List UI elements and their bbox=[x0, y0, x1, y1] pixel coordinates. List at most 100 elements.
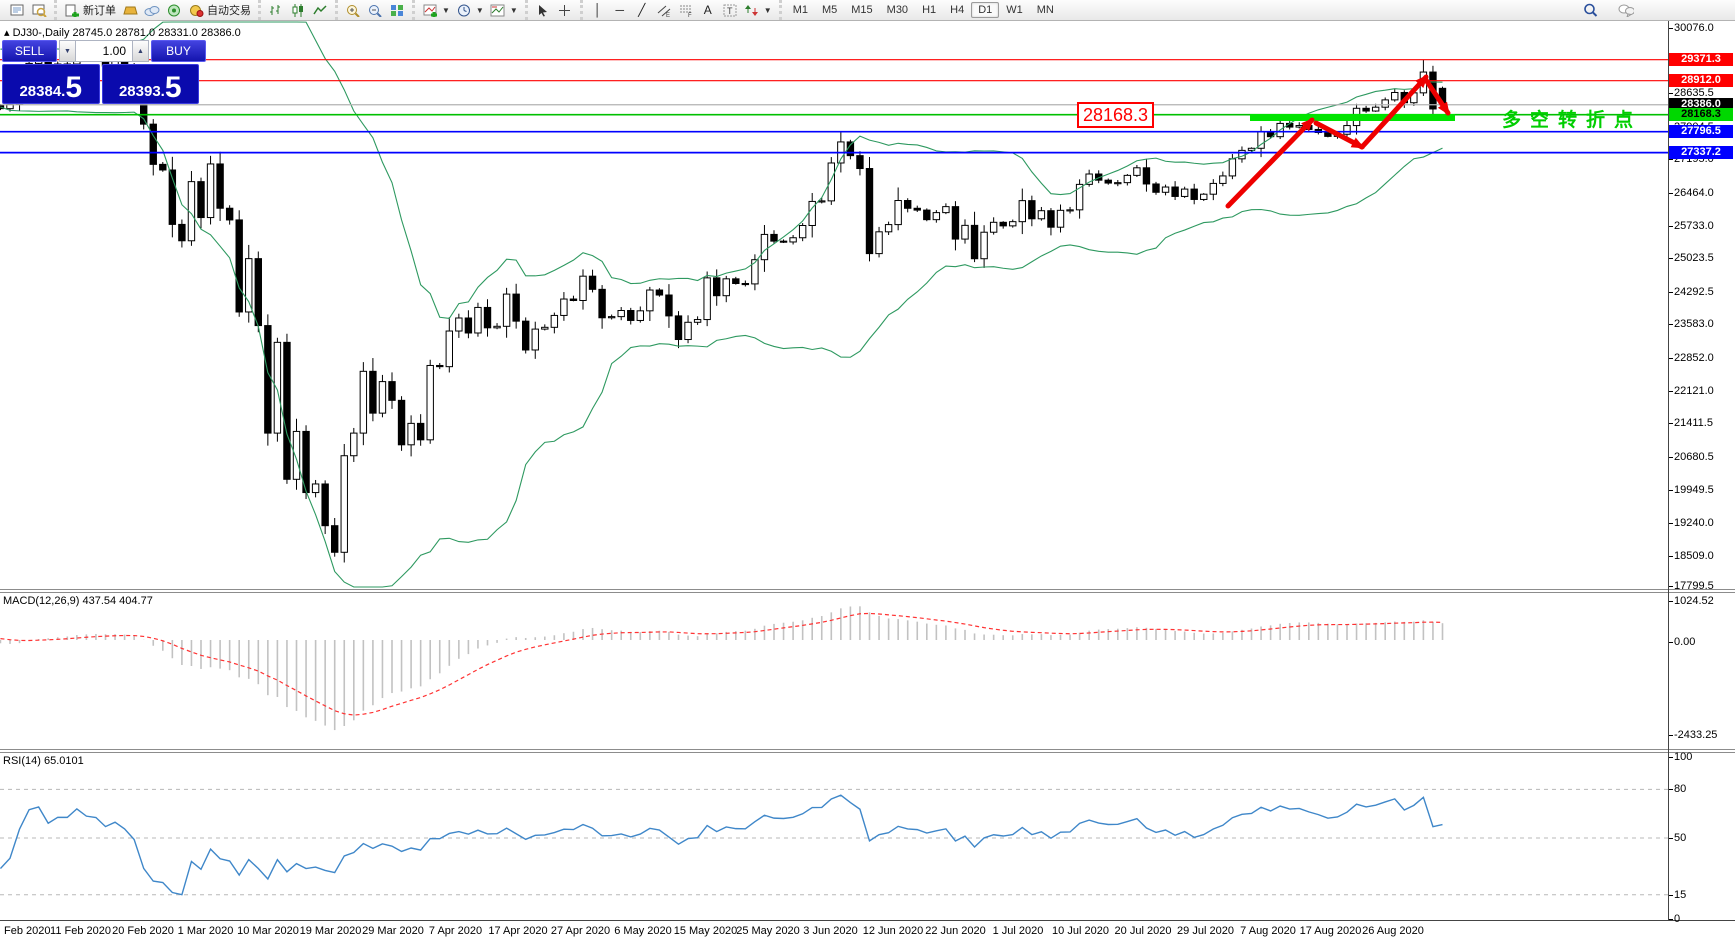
community-button[interactable] bbox=[141, 1, 163, 19]
periods-button[interactable]: ▼ bbox=[453, 1, 487, 19]
date-axis-label: 26 Aug 2020 bbox=[1362, 925, 1424, 937]
new-order-icon bbox=[64, 3, 80, 17]
signal-icon bbox=[166, 3, 182, 17]
templates-icon bbox=[490, 3, 506, 17]
price-axis-tick: 19240.0 bbox=[1669, 516, 1714, 529]
price-callout-label[interactable]: 28168.3 bbox=[1077, 102, 1154, 128]
buy-button[interactable]: BUY bbox=[151, 40, 206, 62]
new-order-label: 新订单 bbox=[83, 5, 116, 17]
one-click-trading-panel: SELL ▼ ▲ BUY 28384.5 28393.5 bbox=[2, 40, 206, 104]
trendline-icon: ╱ bbox=[638, 3, 646, 17]
timeframe-button-H1[interactable]: H1 bbox=[922, 4, 937, 16]
date-axis-label: 15 May 2020 bbox=[673, 925, 738, 937]
price-axis-tick: 25733.0 bbox=[1669, 219, 1714, 232]
candlestick-chart-button[interactable] bbox=[287, 1, 309, 19]
rsi-label: RSI(14) 65.0101 bbox=[3, 755, 84, 767]
chart-symbol-period: DJ30-,Daily bbox=[12, 27, 70, 39]
pane-separator[interactable] bbox=[0, 749, 1735, 750]
trend-zigzag-annotation[interactable] bbox=[1225, 74, 1451, 209]
trendline-button[interactable]: ╱ bbox=[631, 1, 653, 19]
volume-decrease-button[interactable]: ▼ bbox=[59, 40, 76, 62]
bar-chart-button[interactable] bbox=[265, 1, 287, 19]
price-axis-border bbox=[1668, 20, 1669, 921]
support-highlight-band[interactable] bbox=[1250, 114, 1455, 121]
price-badge-28386.0: 28386.0 bbox=[1669, 98, 1733, 112]
zoom-in-icon bbox=[345, 3, 361, 17]
volume-input[interactable] bbox=[76, 40, 132, 62]
buy-price-frac: 5 bbox=[164, 70, 182, 104]
date-axis-label: 27 Apr 2020 bbox=[550, 925, 611, 937]
text-button[interactable]: A bbox=[697, 1, 719, 19]
equidistant-channel-button[interactable]: E bbox=[653, 1, 675, 19]
collapse-triangle-icon[interactable]: ▴ bbox=[4, 27, 10, 39]
arrows-button[interactable]: ▼ bbox=[741, 1, 775, 19]
new-chart-button[interactable] bbox=[6, 1, 28, 19]
timeframe-button-MN[interactable]: MN bbox=[1036, 4, 1054, 16]
timeframe-button-M5[interactable]: M5 bbox=[821, 4, 838, 16]
pane-separator bbox=[0, 592, 1735, 593]
timeframe-button-M1[interactable]: M1 bbox=[792, 4, 808, 16]
timeframe-button-M30[interactable]: M30 bbox=[886, 4, 909, 16]
templates-button[interactable]: ▼ bbox=[487, 1, 521, 19]
macd-axis-tick: -2433.25 bbox=[1668, 729, 1718, 741]
text-label-button[interactable]: T bbox=[719, 1, 741, 19]
date-axis-label: 29 Mar 2020 bbox=[362, 925, 424, 937]
chat-button[interactable] bbox=[1615, 1, 1637, 19]
periods-dropdown-arrow: ▼ bbox=[475, 5, 484, 15]
horizontal-line-button[interactable]: ─ bbox=[609, 1, 631, 19]
signals-button[interactable] bbox=[163, 1, 185, 19]
bar-chart-icon bbox=[268, 3, 284, 17]
svg-text:E: E bbox=[666, 13, 670, 17]
rsi-axis-tick: 50 bbox=[1668, 832, 1687, 844]
tile-windows-button[interactable] bbox=[386, 1, 408, 19]
volume-increase-button[interactable]: ▲ bbox=[132, 40, 149, 62]
price-axis-tick: 24292.5 bbox=[1669, 285, 1714, 298]
deposit-button[interactable] bbox=[119, 1, 141, 19]
timeframe-button-W1[interactable]: W1 bbox=[1006, 4, 1023, 16]
timeframe-button-H4[interactable]: H4 bbox=[950, 4, 965, 16]
line-chart-button[interactable] bbox=[309, 1, 331, 19]
profiles-button[interactable] bbox=[28, 1, 50, 19]
indicators-button[interactable]: ▼ bbox=[419, 1, 453, 19]
chat-icon bbox=[1618, 3, 1634, 17]
equidistant-channel-icon: E bbox=[656, 3, 672, 17]
chart-surface[interactable] bbox=[0, 20, 1668, 920]
pane-separator[interactable] bbox=[0, 589, 1735, 590]
price-axis-tick: 19949.5 bbox=[1669, 484, 1714, 497]
zoom-in-button[interactable] bbox=[342, 1, 364, 19]
date-axis-label: 20 Feb 2020 bbox=[112, 925, 174, 937]
auto-trading-button[interactable]: 自动交易 bbox=[185, 1, 254, 19]
turning-point-annotation[interactable]: 多空转折点 bbox=[1502, 110, 1643, 131]
macd-axis-tick: 0.00 bbox=[1668, 636, 1696, 648]
sell-price-int: 28384 bbox=[19, 82, 62, 100]
date-axis-label: 3 Jun 2020 bbox=[803, 925, 858, 937]
timeframe-group: M1 M5 M15 M30 H1 H4 D1 W1 MN bbox=[778, 0, 1065, 20]
crosshair-button[interactable] bbox=[554, 1, 576, 19]
zoom-out-button[interactable] bbox=[364, 1, 386, 19]
search-icon bbox=[1582, 3, 1598, 17]
search-button[interactable] bbox=[1579, 1, 1601, 19]
timeframe-button-M15[interactable]: M15 bbox=[851, 4, 873, 16]
main-toolbar: 新订单 自动交易 ▼ ▼ ▼ bbox=[0, 0, 1735, 21]
buy-price-display[interactable]: 28393. 5 bbox=[101, 64, 199, 104]
price-badge-27796.5: 27796.5 bbox=[1669, 125, 1733, 139]
sell-price-display[interactable]: 28384. 5 bbox=[2, 64, 100, 104]
price-badge-28912.0: 28912.0 bbox=[1669, 74, 1733, 88]
fibonacci-button[interactable]: F bbox=[675, 1, 697, 19]
vertical-line-button[interactable]: │ bbox=[587, 1, 609, 19]
rsi-axis-tick: 15 bbox=[1668, 888, 1687, 901]
vertical-line-icon: │ bbox=[594, 3, 602, 17]
new-order-button[interactable]: 新订单 bbox=[61, 1, 119, 19]
timeframe-button-D1[interactable]: D1 bbox=[971, 2, 1000, 18]
cloud-icon bbox=[144, 3, 160, 17]
buy-price-dot: . bbox=[160, 82, 165, 100]
date-axis-label: 7 Apr 2020 bbox=[428, 925, 483, 937]
cursor-button[interactable] bbox=[532, 1, 554, 19]
sell-price-dot: . bbox=[61, 82, 66, 100]
volume-stepper: ▼ ▲ bbox=[59, 40, 149, 62]
sell-button[interactable]: SELL bbox=[2, 40, 57, 62]
rsi-line bbox=[0, 794, 1443, 896]
price-axis-tick: 23583.0 bbox=[1669, 318, 1714, 331]
date-axis-label: 25 May 2020 bbox=[736, 925, 800, 937]
new-chart-icon bbox=[9, 3, 25, 17]
